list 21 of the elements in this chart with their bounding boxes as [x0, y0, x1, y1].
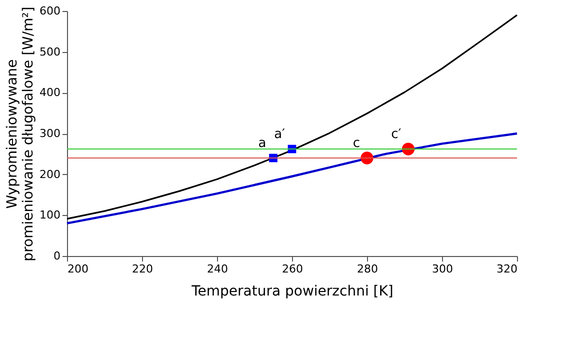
annotation: a	[258, 136, 266, 151]
y-tick-label: 100	[40, 208, 60, 222]
x-tick-label: 300	[432, 262, 453, 276]
x-tick-label: 280	[357, 262, 378, 276]
x-tick-label: 240	[207, 262, 228, 276]
x-tick-label: 260	[282, 262, 303, 276]
y-tick-label: 400	[40, 86, 60, 100]
y-tick-label: 600	[40, 4, 60, 18]
x-tick-label: 220	[132, 262, 153, 276]
y-tick-label: 0	[54, 250, 60, 262]
line-series	[66, 14, 518, 220]
x-tick-label: 200	[68, 262, 88, 276]
annotation: c	[352, 136, 360, 151]
x-axis-title: Temperatura powierzchni [K]	[190, 284, 394, 300]
annotation: c′	[391, 127, 402, 142]
y-axis-title: Wypromieniowywane promieniowanie długofalowe [W/m²]	[4, 6, 37, 262]
x-tick-label: 320	[496, 262, 518, 276]
annotation: a′	[274, 127, 286, 142]
y-tick-label: 300	[40, 127, 60, 140]
y-tick-label: 500	[40, 45, 60, 58]
y-tick-label: 200	[40, 168, 60, 181]
